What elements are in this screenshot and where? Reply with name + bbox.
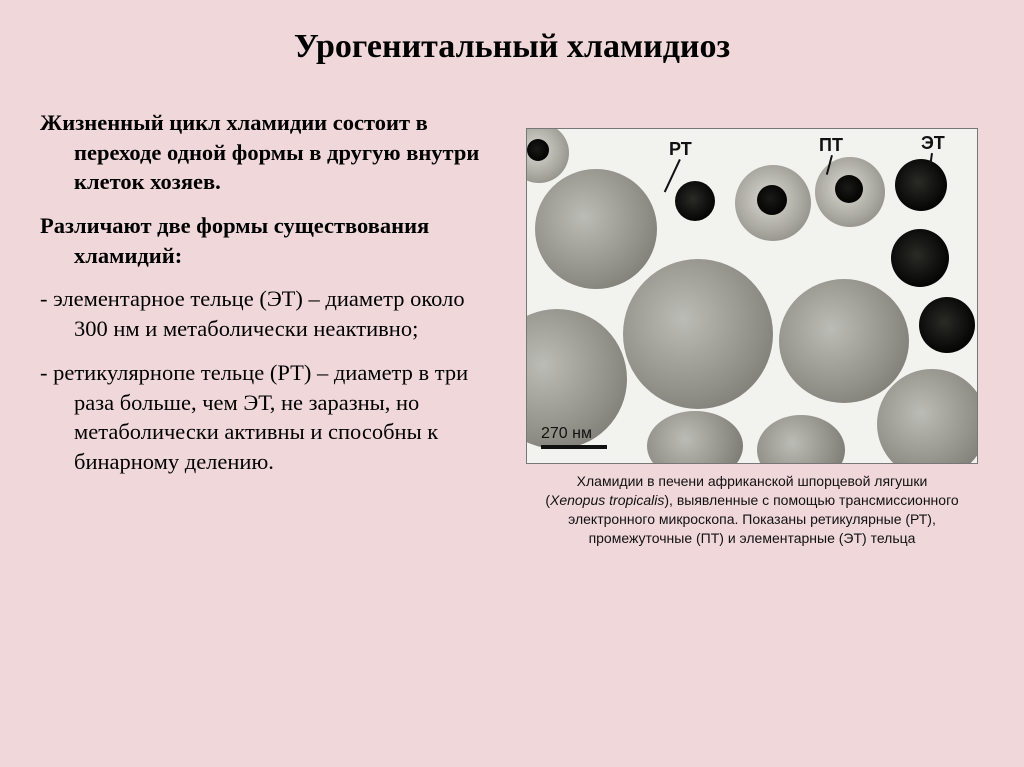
caption-line: Хламидии в печени африканской шпорцевой … [577,473,928,489]
caption-species: Xenopus tropicalis [550,492,664,508]
scale-bar-line [541,445,607,449]
rt-cell [647,411,743,464]
scale-bar: 270 нм [541,425,607,449]
caption-line: электронного микроскопа. Показаны ретику… [568,511,936,527]
figure-caption: Хламидии в печени африканской шпорцевой … [526,472,978,548]
et-cell [891,229,949,287]
scale-bar-label: 270 нм [541,425,592,443]
rt-cell [757,415,845,464]
label-et: ЭТ [921,133,945,154]
et-cell [919,297,975,353]
rt-cell [535,169,657,289]
text-column: Жизненный цикл хламидии состоит в перехо… [40,108,500,548]
caption-line: ), выявленные с помощью трансмиссионного [664,492,958,508]
paragraph-elementary-body: - элементарное тельце (ЭТ) – диаметр око… [40,284,500,343]
et-cell [675,181,715,221]
pt-cell [815,157,885,227]
rt-cell [779,279,909,403]
pointer-line [664,159,681,192]
page-title: Урогенитальный хламидиоз [40,28,984,66]
paragraph-two-forms: Различают две формы существования хламид… [40,211,500,270]
label-pt: ПТ [819,135,843,156]
rt-cell [623,259,773,409]
electron-micrograph: РТ ПТ ЭТ 270 нм [526,128,978,464]
paragraph-reticulate-body: - ретикулярнопе тельце (РТ) – диаметр в … [40,358,500,477]
figure-column: РТ ПТ ЭТ 270 нм Хламидии в печени африка… [520,108,984,548]
rt-cell [877,369,978,464]
slide: Урогенитальный хламидиоз Жизненный цикл … [0,0,1024,767]
caption-line: промежуточные (ПТ) и элементарные (ЭТ) т… [589,530,916,546]
pt-cell [526,128,569,183]
et-cell [895,159,947,211]
content-row: Жизненный цикл хламидии состоит в перехо… [40,108,984,548]
paragraph-lifecycle: Жизненный цикл хламидии состоит в перехо… [40,108,500,197]
label-rt: РТ [669,139,692,160]
pt-cell [735,165,811,241]
